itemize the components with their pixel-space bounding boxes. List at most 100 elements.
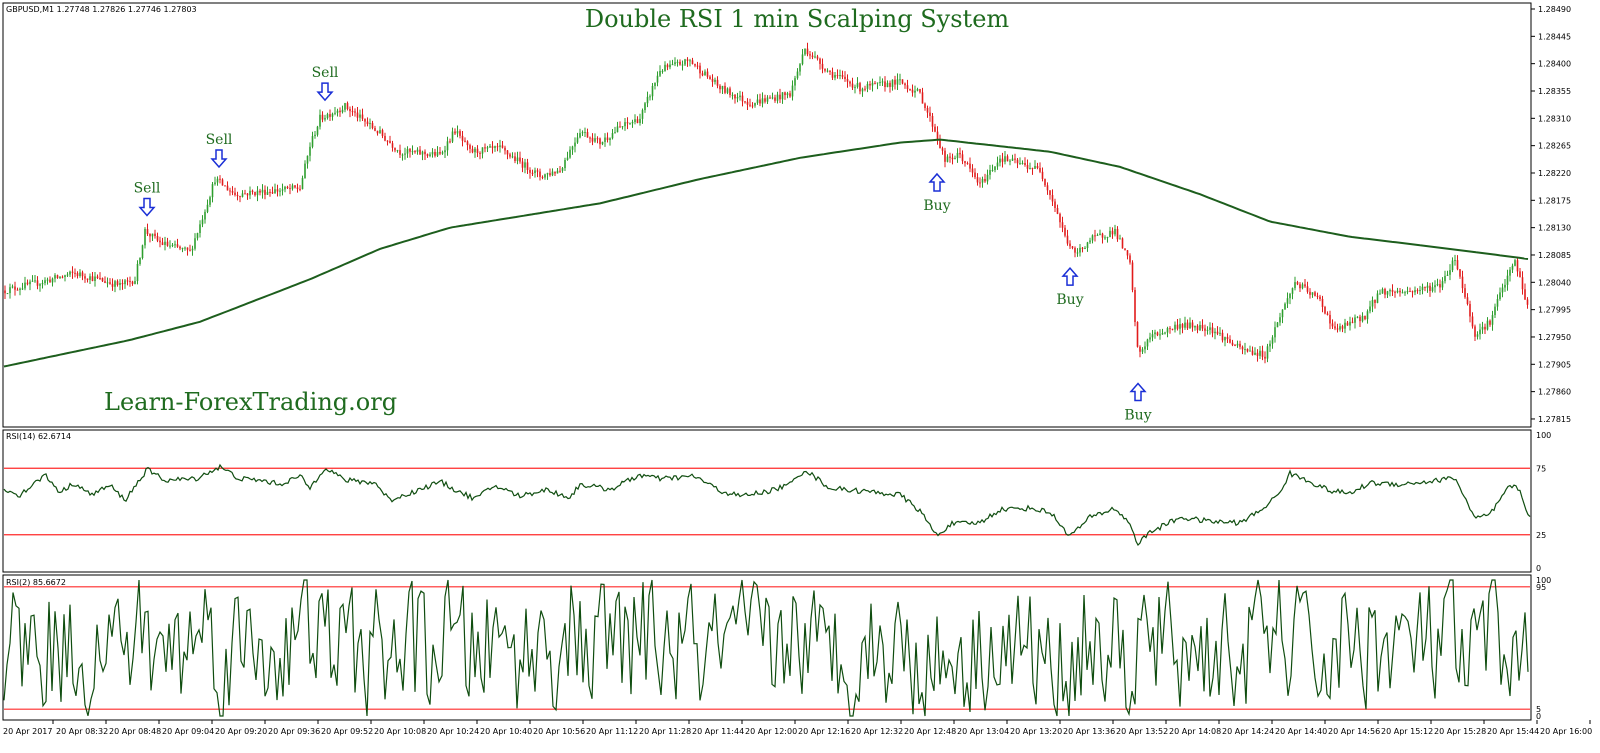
- buy-arrow-icon: [928, 172, 946, 192]
- candle-body: [519, 157, 521, 162]
- candle-body: [1174, 324, 1176, 330]
- candle-body: [1111, 230, 1114, 235]
- candle-body: [111, 283, 114, 287]
- candle-body: [796, 71, 799, 79]
- candle-body: [184, 247, 186, 249]
- candle-body: [939, 139, 941, 149]
- candle-body: [674, 62, 676, 65]
- candle-body: [749, 104, 751, 106]
- candle-body: [756, 99, 759, 103]
- candle-body: [1211, 327, 1214, 334]
- candle-body: [1121, 238, 1124, 249]
- candle-body: [1331, 323, 1334, 327]
- candle-body: [866, 83, 869, 89]
- candle-body: [656, 75, 659, 83]
- price-tick-label: 1.28265: [1538, 142, 1571, 151]
- candle-body: [521, 161, 524, 168]
- candle-body: [801, 54, 804, 65]
- time-tick-label: 20 Apr 11:12: [586, 727, 638, 736]
- candle-body: [996, 162, 999, 167]
- candle-body: [86, 278, 89, 280]
- candle-body: [241, 193, 244, 197]
- candle-body: [276, 189, 279, 192]
- candle-body: [1489, 320, 1491, 325]
- candle-body: [421, 151, 424, 155]
- candle-body: [1496, 299, 1499, 307]
- candle-body: [1191, 322, 1194, 328]
- candle-body: [346, 103, 349, 110]
- candle-body: [1154, 332, 1156, 335]
- candle-body: [624, 122, 626, 127]
- candle-body: [396, 150, 399, 152]
- candle-body: [1291, 288, 1294, 294]
- candle-body: [311, 136, 314, 147]
- candle-body: [1274, 327, 1276, 338]
- candle-body: [1514, 260, 1516, 266]
- candle-body: [296, 187, 299, 189]
- candle-body: [1231, 342, 1234, 346]
- candle-body: [1401, 292, 1404, 294]
- candle-body: [1181, 324, 1184, 328]
- candle-body: [1484, 326, 1486, 330]
- candle-body: [1409, 291, 1411, 293]
- candle-body: [6, 293, 9, 295]
- candle-body: [736, 97, 739, 99]
- candle-body: [964, 161, 966, 164]
- chart-title: Double RSI 1 min Scalping System: [585, 5, 1010, 33]
- candle-body: [534, 170, 536, 174]
- candle-body: [934, 126, 936, 132]
- candle-body: [1356, 316, 1359, 318]
- candle-body: [424, 151, 426, 155]
- price-tick-label: 1.28355: [1538, 87, 1571, 96]
- symbol-header: GBPUSD,M1 1.27748 1.27826 1.27746 1.2780…: [6, 5, 197, 14]
- candle-body: [984, 178, 986, 182]
- candle-body: [704, 71, 706, 76]
- candle-body: [754, 102, 756, 106]
- candle-body: [604, 137, 606, 142]
- candle-body: [1041, 171, 1044, 179]
- candle-body: [219, 178, 221, 180]
- candle-body: [459, 131, 461, 136]
- candle-body: [1066, 235, 1069, 244]
- candle-body: [1341, 326, 1344, 329]
- candle-body: [1479, 329, 1481, 335]
- candle-body: [696, 65, 699, 67]
- candle-body: [1461, 276, 1464, 289]
- candle-body: [371, 123, 374, 129]
- candle-body: [516, 157, 519, 161]
- candle-body: [451, 131, 454, 142]
- candle-body: [1314, 292, 1316, 296]
- candle-body: [1284, 303, 1286, 310]
- candle-body: [676, 61, 679, 63]
- candle-body: [981, 178, 984, 183]
- candle-body: [651, 85, 654, 97]
- candle-body: [194, 238, 196, 249]
- candle-body: [931, 116, 934, 127]
- candle-body: [1159, 334, 1161, 336]
- candle-body: [419, 149, 421, 155]
- candle-body: [154, 233, 156, 237]
- candle-body: [151, 233, 154, 237]
- candle-body: [499, 145, 501, 147]
- candle-body: [654, 82, 656, 86]
- candle-body: [581, 132, 584, 134]
- candle-body: [1169, 328, 1171, 330]
- candle-body: [416, 149, 419, 152]
- candle-body: [334, 112, 336, 114]
- candle-body: [891, 79, 894, 87]
- candle-body: [1109, 230, 1111, 238]
- candle-body: [631, 121, 634, 124]
- candle-body: [1084, 248, 1086, 250]
- candle-body: [176, 244, 179, 247]
- candle-body: [1396, 290, 1399, 293]
- candle-body: [34, 280, 36, 282]
- candle-body: [1364, 315, 1366, 320]
- candle-body: [629, 123, 631, 125]
- candle-body: [399, 150, 401, 155]
- candle-body: [1524, 289, 1526, 300]
- candle-body: [879, 82, 881, 84]
- candle-body: [406, 148, 409, 154]
- candle-body: [734, 94, 736, 99]
- candle-body: [961, 154, 964, 162]
- candle-body: [551, 171, 554, 176]
